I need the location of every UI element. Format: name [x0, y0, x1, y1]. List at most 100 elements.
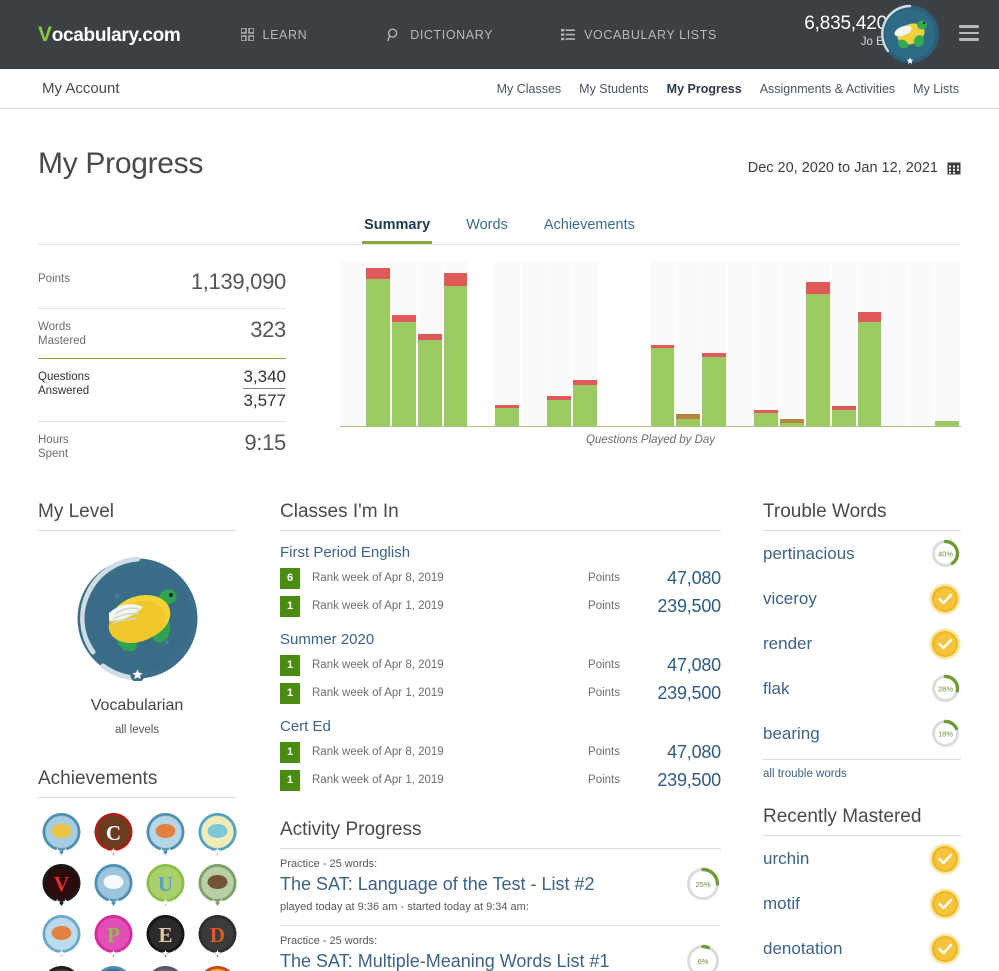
- letter-t-badge[interactable]: T: [194, 964, 241, 971]
- account-link-my-classes[interactable]: My Classes: [496, 81, 562, 96]
- word-link[interactable]: urchin: [763, 848, 810, 868]
- soup-bowl-badge[interactable]: [194, 811, 241, 858]
- hang-glider-badge[interactable]: [38, 811, 85, 858]
- chart-column[interactable]: [883, 261, 910, 426]
- word-link[interactable]: viceroy: [763, 588, 817, 608]
- letter-p-badge[interactable]: P: [90, 913, 137, 960]
- tab-summary[interactable]: Summary: [362, 217, 433, 244]
- stat-value-words-mastered: 323: [250, 317, 286, 342]
- chart-bar[interactable]: [935, 421, 959, 426]
- chart-bar[interactable]: [676, 414, 701, 426]
- sprout-badge[interactable]: [194, 862, 241, 909]
- turtle-avatar-icon: [881, 4, 939, 65]
- chart-column[interactable]: [779, 261, 806, 426]
- word-link[interactable]: bearing: [763, 723, 820, 743]
- hamburger-icon[interactable]: [959, 25, 979, 45]
- trouble-word-row: pertinacious 40%: [763, 531, 961, 576]
- letter-n-badge[interactable]: N: [142, 964, 189, 971]
- letter-e-badge[interactable]: E: [142, 913, 189, 960]
- letter-u-badge[interactable]: U: [142, 862, 189, 909]
- chart-column[interactable]: [702, 261, 729, 426]
- hot-air-balloon-badge[interactable]: [142, 811, 189, 858]
- chart-column[interactable]: [650, 261, 677, 426]
- progress-ring-icon: 25%: [686, 867, 720, 901]
- letter-c-badge[interactable]: C: [90, 811, 137, 858]
- hamburger-line: [959, 31, 979, 34]
- chart-column[interactable]: [728, 261, 754, 426]
- chart-column[interactable]: [805, 261, 832, 426]
- nav-item-dictionary[interactable]: DICTIONARY: [387, 28, 493, 42]
- chart-bar[interactable]: [650, 345, 675, 426]
- chart-bar[interactable]: [857, 312, 882, 426]
- chart-column[interactable]: [909, 261, 936, 426]
- word-link[interactable]: denotation: [763, 938, 843, 958]
- avatar[interactable]: [879, 3, 941, 65]
- letter-d-badge[interactable]: D: [194, 913, 241, 960]
- chart-bar[interactable]: [572, 379, 597, 426]
- chart-column[interactable]: [495, 261, 522, 426]
- chart-bar[interactable]: [391, 315, 416, 426]
- propeller-hat-badge[interactable]: [38, 913, 85, 960]
- chart-bar[interactable]: [754, 409, 778, 426]
- chart-column[interactable]: [935, 261, 961, 426]
- chart-column[interactable]: [547, 261, 573, 426]
- date-range-picker[interactable]: Dec 20, 2020 to Jan 12, 2021: [748, 160, 961, 181]
- chart-plot-area[interactable]: [340, 261, 961, 427]
- activity-name[interactable]: The SAT: Language of the Test - List #2: [280, 874, 595, 894]
- word-link[interactable]: motif: [763, 893, 800, 913]
- mastered-word-row: denotation: [763, 926, 961, 971]
- chart-column[interactable]: [572, 261, 599, 426]
- letter-a-badge[interactable]: A: [38, 964, 85, 971]
- nav-item-learn[interactable]: LEARN: [240, 28, 308, 42]
- user-points-block[interactable]: 6,835,420 Jo E.: [804, 13, 887, 48]
- tab-achievements[interactable]: Achievements: [543, 217, 635, 233]
- chart-column[interactable]: [676, 261, 703, 426]
- all-trouble-words-link[interactable]: all trouble words: [763, 759, 961, 780]
- chart-bar[interactable]: [495, 404, 520, 426]
- account-link-my-students[interactable]: My Students: [579, 81, 649, 96]
- paper-plane-badge[interactable]: [90, 862, 137, 909]
- chart-column[interactable]: [443, 261, 470, 426]
- level-badge[interactable]: [75, 556, 200, 682]
- word-link[interactable]: pertinacious: [763, 543, 855, 563]
- word-link[interactable]: render: [763, 633, 813, 653]
- chart-bar[interactable]: [417, 333, 442, 426]
- chart-bar[interactable]: [805, 282, 830, 426]
- chart-column[interactable]: [624, 261, 651, 426]
- stats-panel: Points 1,139,090 Words Mastered 323 Ques…: [38, 261, 286, 471]
- chart-bar[interactable]: [702, 353, 727, 426]
- account-link-my-progress[interactable]: My Progress: [666, 81, 742, 96]
- word-link[interactable]: flak: [763, 678, 790, 698]
- stat-hours-spent: Hours Spent 9:15: [38, 421, 286, 471]
- class-name[interactable]: First Period English: [280, 544, 411, 561]
- svg-text:25%: 25%: [695, 880, 710, 889]
- chart-column[interactable]: [365, 261, 392, 426]
- tab-words[interactable]: Words: [466, 217, 508, 233]
- account-link-my-lists[interactable]: My Lists: [913, 81, 959, 96]
- turtle-level-icon: [77, 556, 197, 682]
- letter-l-badge[interactable]: L: [90, 964, 137, 971]
- activity-name[interactable]: The SAT: Multiple-Meaning Words List #1: [280, 951, 610, 971]
- class-name[interactable]: Cert Ed: [280, 718, 331, 735]
- nav-item-vocabulary-lists[interactable]: VOCABULARY LISTS: [561, 28, 717, 42]
- chart-column[interactable]: [417, 261, 444, 426]
- chart-column[interactable]: [754, 261, 780, 426]
- chart-bar[interactable]: [547, 396, 571, 426]
- points-label: Points: [588, 746, 620, 758]
- letter-v-badge[interactable]: V: [38, 862, 85, 909]
- chart-bar[interactable]: [365, 267, 390, 426]
- chart-column[interactable]: [391, 261, 418, 426]
- chart-column[interactable]: [598, 261, 625, 426]
- chart-bar[interactable]: [831, 406, 856, 426]
- account-link-assignments-activities[interactable]: Assignments & Activities: [759, 81, 896, 96]
- chart-column[interactable]: [340, 261, 366, 426]
- recently-mastered-title: Recently Mastered: [763, 806, 961, 836]
- class-name[interactable]: Summer 2020: [280, 631, 375, 648]
- chart-bar[interactable]: [443, 272, 468, 426]
- chart-column[interactable]: [521, 261, 547, 426]
- chart-column[interactable]: [831, 261, 858, 426]
- chart-column[interactable]: [857, 261, 884, 426]
- chart-bar[interactable]: [779, 419, 804, 426]
- chart-column[interactable]: [469, 261, 496, 426]
